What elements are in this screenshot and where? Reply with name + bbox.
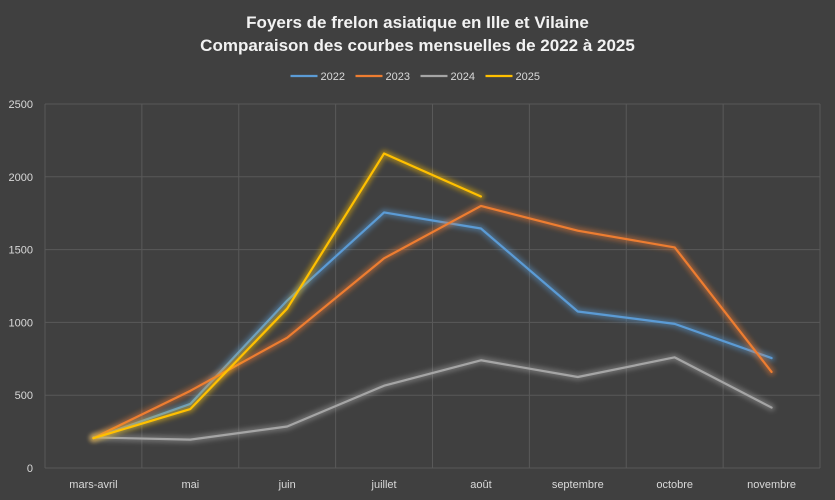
x-tick-label: novembre [747,479,796,491]
y-tick-label: 0 [27,463,33,475]
series-line-2025 [92,152,483,440]
x-tick-label: octobre [656,479,693,491]
legend-label-2023: 2023 [386,71,410,83]
x-tick-label: août [470,479,491,491]
legend-label-2022: 2022 [321,71,345,83]
x-tick-label: septembre [552,479,604,491]
legend-label-2025: 2025 [516,71,540,83]
x-axis: mars-avril mai juin juillet août septembre oct… [69,479,796,491]
series-line-2024 [92,356,773,441]
y-tick-label: 1000 [9,317,33,329]
series-lines [89,150,776,444]
y-tick-label: 2000 [9,172,33,184]
series-line-2023 [92,204,773,440]
x-tick-label: mai [181,479,199,491]
y-tick-label: 2500 [9,99,33,111]
legend-label-2024: 2024 [451,71,475,83]
chart-title: Foyers de frelon asiatique en Ille et Vi… [246,13,589,32]
x-tick-label: juin [278,479,296,491]
y-tick-label: 500 [15,390,33,402]
y-tick-label: 1500 [9,245,33,257]
chart-subtitle: Comparaison des courbes mensuelles de 20… [200,36,635,55]
x-tick-label: juillet [371,479,397,491]
x-tick-label: mars-avril [69,479,117,491]
y-axis: 0 500 1000 1500 2000 2500 [9,99,33,475]
legend: 2022 2023 2024 2025 [290,71,540,83]
series-line-2022 [92,211,773,440]
